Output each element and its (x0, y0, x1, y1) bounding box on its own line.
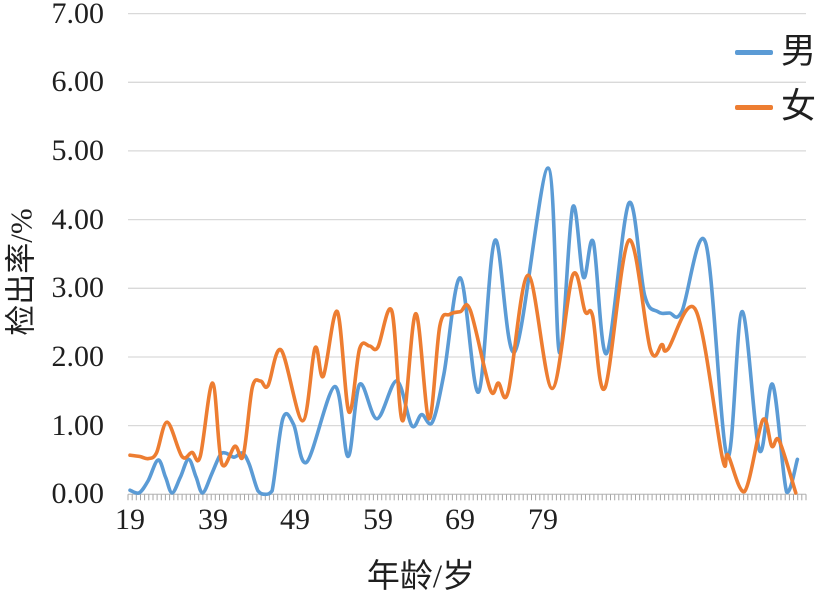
x-tick-label: 19 (115, 503, 145, 536)
series-line-male (128, 166, 800, 497)
y-tick-label: 5.00 (51, 134, 105, 167)
y-tick-label: 4.00 (51, 203, 105, 236)
legend-item-male: 男 (735, 33, 817, 71)
y-tick-label: 7.00 (51, 0, 105, 30)
legend-marker-male (735, 49, 773, 55)
legend-label-male: 男 (779, 32, 817, 71)
y-tick-label: 0.00 (51, 477, 105, 510)
series-line-female (128, 238, 798, 495)
y-tick-label: 1.00 (51, 409, 105, 442)
x-tick-label: 49 (280, 503, 310, 536)
legend-item-female: 女 (735, 88, 817, 126)
y-tick-label: 2.00 (51, 340, 105, 373)
y-tick-label: 3.00 (51, 271, 105, 304)
x-tick-label: 79 (528, 503, 558, 536)
x-tick-label: 39 (198, 503, 228, 536)
x-axis-title: 年龄/岁 (366, 559, 476, 595)
x-tick-label: 69 (445, 503, 475, 536)
y-tick-label: 6.00 (51, 65, 105, 98)
legend-label-female: 女 (779, 87, 817, 126)
x-tick-label: 59 (363, 503, 393, 536)
legend-marker-female (735, 104, 773, 110)
